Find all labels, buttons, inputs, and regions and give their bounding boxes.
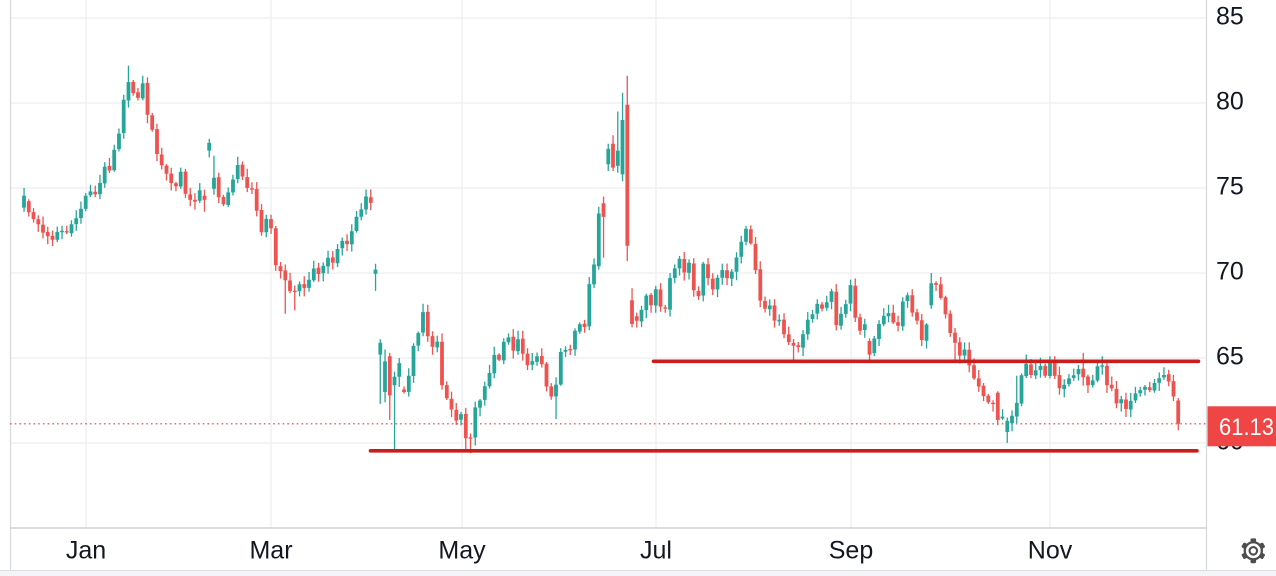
svg-text:70: 70 bbox=[1216, 258, 1244, 286]
svg-text:Jan: Jan bbox=[66, 537, 106, 565]
svg-text:80: 80 bbox=[1216, 88, 1244, 116]
svg-text:85: 85 bbox=[1216, 3, 1244, 31]
svg-text:Jul: Jul bbox=[640, 537, 672, 565]
svg-text:Nov: Nov bbox=[1028, 537, 1073, 565]
svg-text:75: 75 bbox=[1216, 173, 1244, 201]
svg-text:Mar: Mar bbox=[249, 537, 292, 565]
svg-text:Sep: Sep bbox=[829, 537, 873, 565]
svg-text:May: May bbox=[438, 537, 486, 565]
svg-text:65: 65 bbox=[1216, 343, 1244, 371]
svg-text:61.13: 61.13 bbox=[1219, 414, 1274, 441]
